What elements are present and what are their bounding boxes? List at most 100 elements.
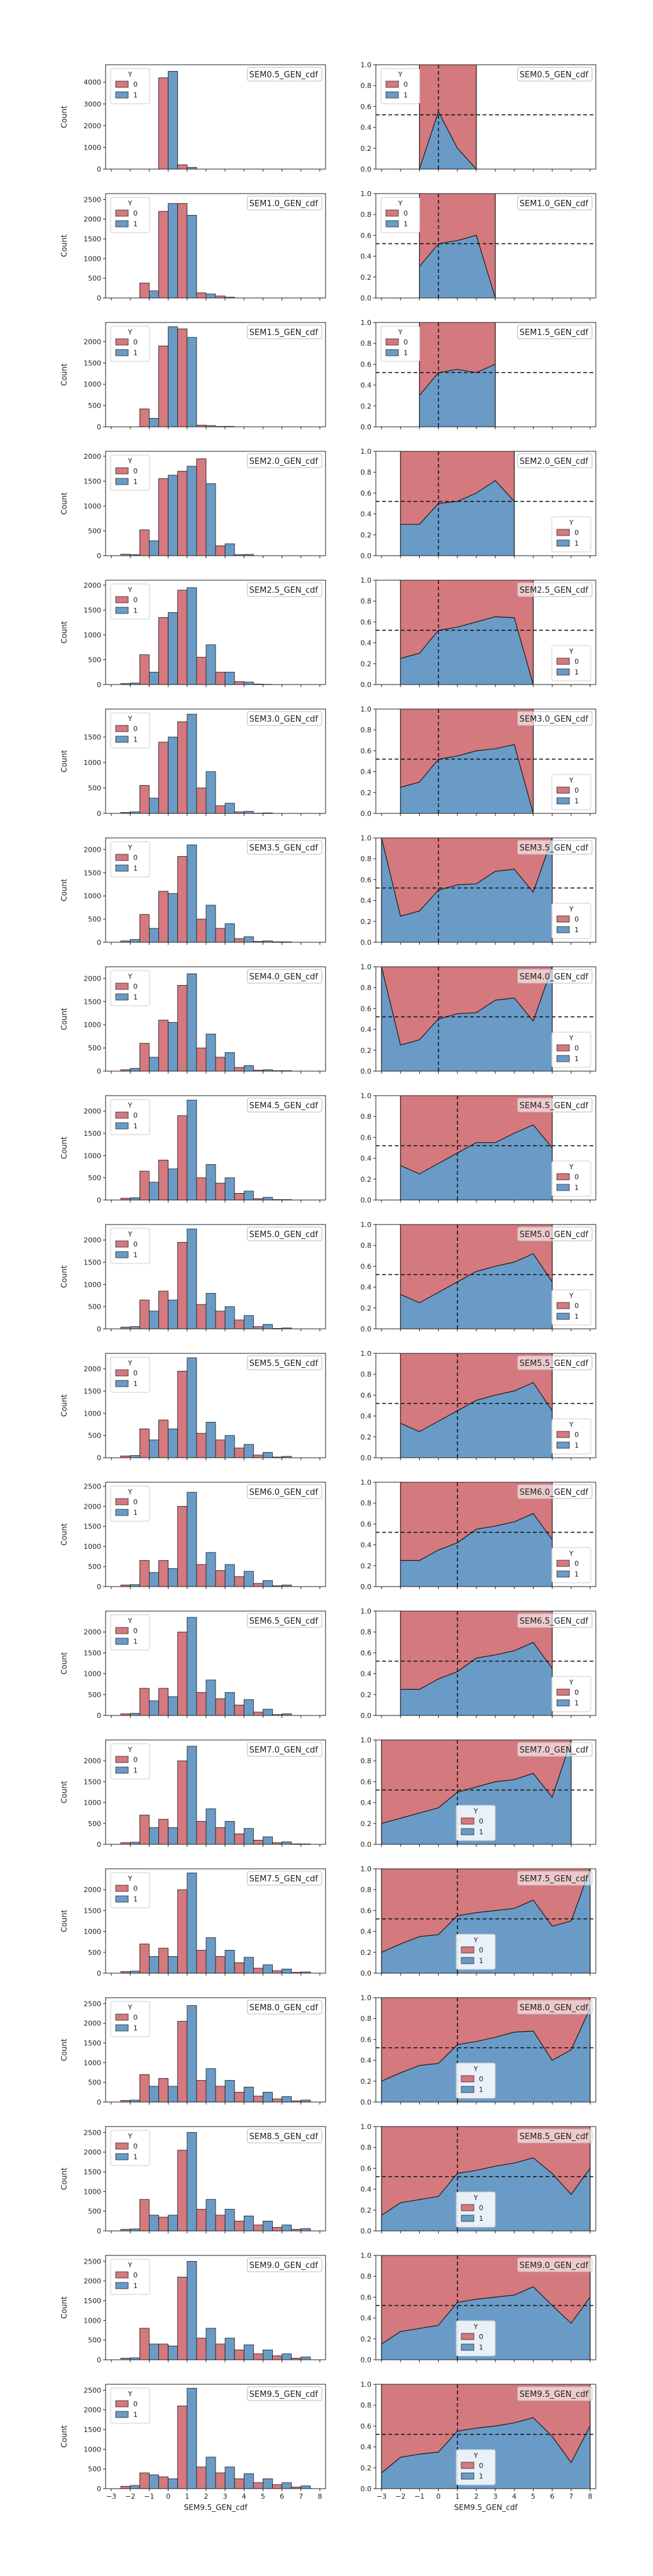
y-tick-label: 0 xyxy=(97,423,101,431)
legend-swatch-0 xyxy=(115,2271,129,2279)
bar-y1 xyxy=(168,1956,178,1974)
legend-label-0: 0 xyxy=(133,209,138,217)
bar-y0 xyxy=(253,1712,263,1716)
y-tick-label: 0.6 xyxy=(361,1778,372,1786)
right-subplot-title: SEM5.5_GEN_cdf xyxy=(520,1359,589,1368)
y-tick-label: 0.4 xyxy=(361,253,372,261)
y-tick-label: 0.8 xyxy=(361,1499,372,1507)
legend-swatch-1 xyxy=(115,607,129,614)
y-tick-label: 0.6 xyxy=(361,1520,372,1528)
y-tick-label: 0.0 xyxy=(361,423,372,431)
right-subplot-title: SEM5.0_GEN_cdf xyxy=(520,1230,589,1240)
bar-y1 xyxy=(129,939,140,943)
bar-y1 xyxy=(187,2260,197,2360)
left-subplot-title: SEM4.0_GEN_cdf xyxy=(250,972,319,982)
y-tick-label: 1.0 xyxy=(361,1607,372,1616)
legend-swatch-1 xyxy=(115,1766,129,1774)
bar-y0 xyxy=(196,2080,207,2103)
y-tick-label: 1000 xyxy=(84,1409,101,1417)
y-tick-label: 0.4 xyxy=(361,1284,372,1292)
left-subplot-title: SEM6.0_GEN_cdf xyxy=(250,1488,319,1497)
legend-title: Y xyxy=(569,1678,574,1687)
legend-swatch-0 xyxy=(556,529,570,536)
bar-y0 xyxy=(215,928,226,943)
y-tick-label: 0.0 xyxy=(361,165,372,173)
bar-y0 xyxy=(177,1505,188,1587)
legend-swatch-1 xyxy=(385,220,399,228)
legend-swatch-0 xyxy=(115,338,129,346)
legend-title: Y xyxy=(569,1163,574,1171)
proportion-line xyxy=(381,1739,572,1824)
bar-y1 xyxy=(206,905,216,943)
legend-swatch-1 xyxy=(556,668,570,676)
bar-y1 xyxy=(243,1571,254,1587)
right-subplot-title: SEM1.5_GEN_cdf xyxy=(520,328,589,338)
bar-y1 xyxy=(224,1564,235,1587)
title-box xyxy=(517,711,593,726)
right-subplot-title: SEM9.5_GEN_cdf xyxy=(520,2390,589,2399)
y-axis-label: Count xyxy=(60,1652,69,1675)
legend: Y0 1 xyxy=(110,1228,150,1264)
title-box xyxy=(247,2000,322,2015)
y-tick-label: 1000 xyxy=(84,1670,101,1678)
y-tick-label: 500 xyxy=(88,2079,101,2087)
title-box xyxy=(247,1226,322,1241)
y-tick-label: 1000 xyxy=(84,1021,101,1029)
bar-y1 xyxy=(263,1197,273,1201)
y-tick-label: 0.2 xyxy=(361,2464,372,2472)
y-tick-label: 0.4 xyxy=(361,1412,372,1421)
y-tick-label: 0 xyxy=(97,1325,101,1333)
bar-y0 xyxy=(253,1455,263,1458)
legend-label-1: 1 xyxy=(133,1766,138,1775)
legend-swatch-1 xyxy=(115,2024,129,2032)
y-tick-label: 0.2 xyxy=(361,145,372,153)
y-tick-label: 2500 xyxy=(84,1482,101,1490)
bar-y1 xyxy=(148,928,159,943)
legend-swatch-0 xyxy=(115,1627,129,1634)
y-tick-label: 2000 xyxy=(84,2020,101,2028)
y-tick-label: 0.6 xyxy=(361,1262,372,1270)
legend-label-1: 1 xyxy=(133,1380,138,1388)
legend: Y0 1 xyxy=(110,1872,150,1908)
right-subplot-title: SEM2.5_GEN_cdf xyxy=(520,586,589,595)
y-tick-label: 0.4 xyxy=(361,1670,372,1678)
bar-y0 xyxy=(139,1170,150,1201)
y-tick-label: 1.0 xyxy=(361,2381,372,2389)
y-tick-label: 500 xyxy=(88,402,101,410)
x-tick-label: 2 xyxy=(204,2492,208,2501)
y-tick-label: 0.4 xyxy=(361,1155,372,1163)
y-tick-label: 0.8 xyxy=(361,1113,372,1121)
legend-swatch-1 xyxy=(115,1509,129,1516)
bar-y1 xyxy=(224,1052,235,1072)
left-axes-frame xyxy=(105,966,326,1072)
y-tick-label: 0.8 xyxy=(361,2015,372,2023)
x-tick-label: 7 xyxy=(569,2492,573,2501)
bar-y1 xyxy=(148,2086,159,2103)
legend-label-0: 0 xyxy=(574,786,579,795)
legend: Y0 1 xyxy=(551,516,591,553)
bar-y0 xyxy=(234,1067,244,1072)
left-axes-frame xyxy=(105,193,326,299)
bar-y1 xyxy=(263,1324,273,1329)
legend-label-1: 1 xyxy=(133,220,138,228)
bar-y0 xyxy=(234,2478,244,2489)
y-tick-label: 0.0 xyxy=(361,1712,372,1720)
left-subplot-title: SEM1.5_GEN_cdf xyxy=(250,328,319,338)
bar-y0 xyxy=(177,590,188,685)
legend-swatch-0 xyxy=(115,1111,129,1119)
legend: Y0 1 xyxy=(380,326,420,362)
y-tick-label: 0.4 xyxy=(361,1928,372,1936)
right-subplot-title: SEM7.5_GEN_cdf xyxy=(520,1874,589,1884)
title-box xyxy=(247,711,322,726)
x-tick-label: −2 xyxy=(395,2492,405,2501)
y-tick-label: 0.0 xyxy=(361,1196,372,1204)
left-axes-frame xyxy=(105,2384,326,2489)
y-tick-label: 0 xyxy=(97,294,101,302)
bar-y1 xyxy=(206,2457,216,2489)
title-box xyxy=(247,1742,322,1757)
bar-y0 xyxy=(158,1819,168,1845)
y-tick-label: 500 xyxy=(88,1563,101,1571)
legend-title: Y xyxy=(128,586,133,594)
legend-label-0: 0 xyxy=(479,1817,483,1825)
y-tick-label: 0 xyxy=(97,1969,101,1978)
